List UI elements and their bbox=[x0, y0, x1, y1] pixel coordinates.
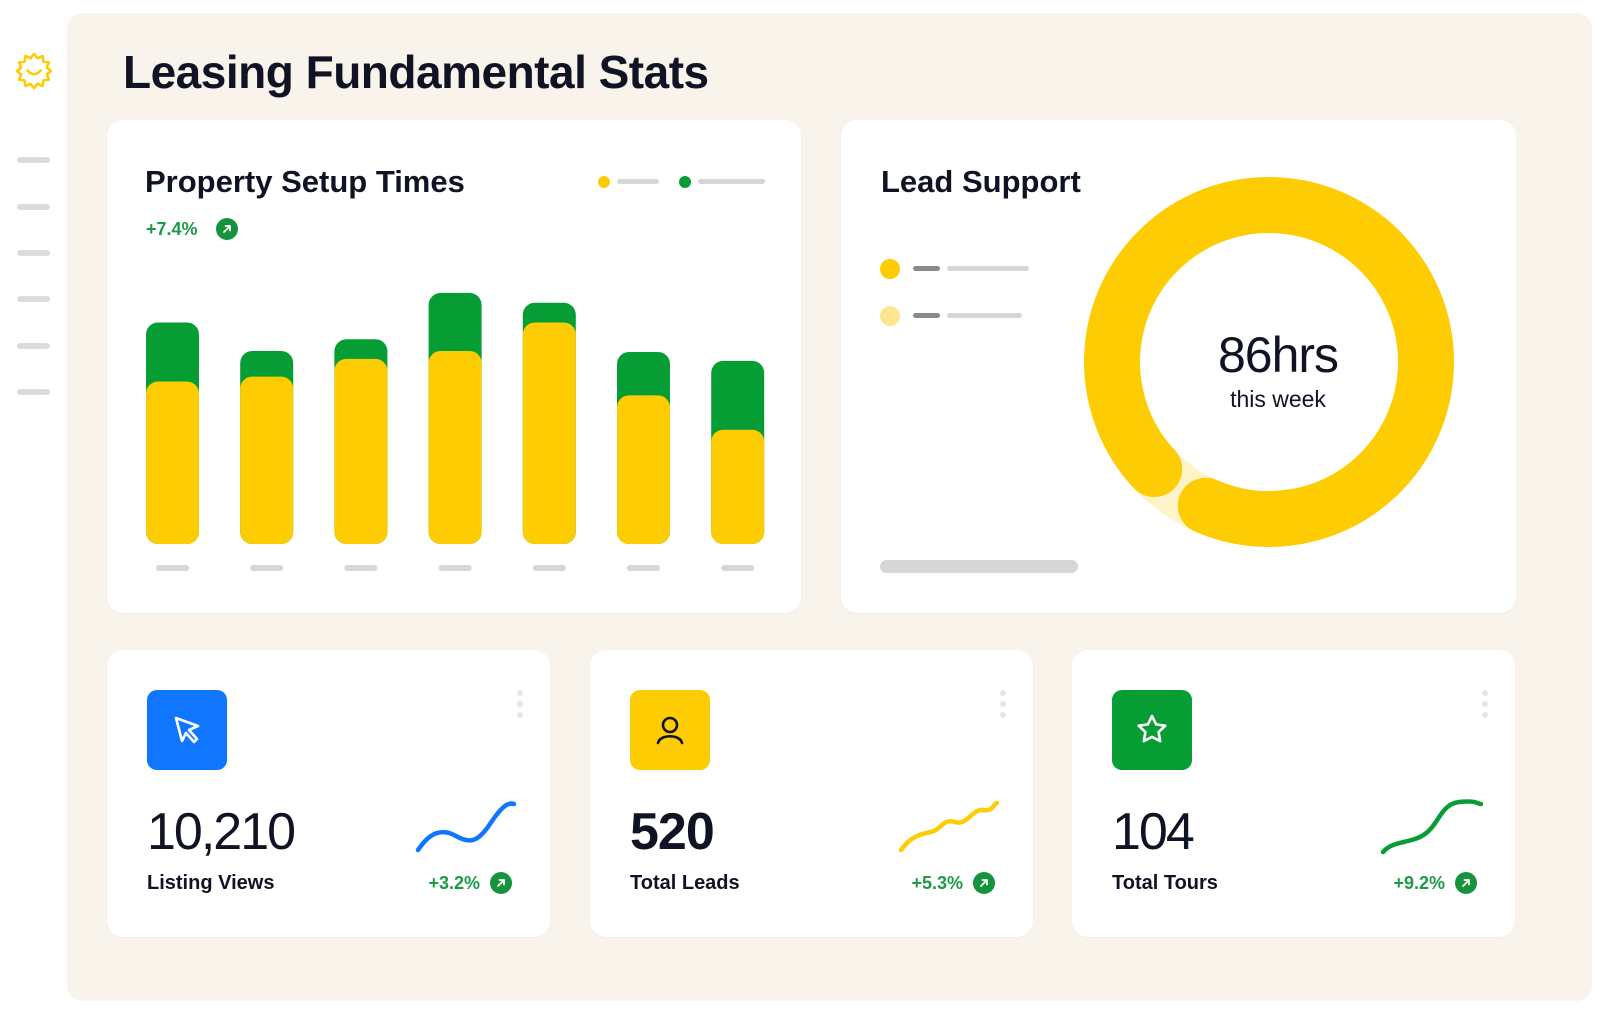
sidebar-item-2[interactable] bbox=[17, 204, 50, 210]
stat-value: 10,210 bbox=[147, 803, 296, 861]
stat-value: 520 bbox=[630, 803, 715, 861]
lead-legend-dot-1 bbox=[880, 259, 900, 279]
x-tick-label bbox=[156, 565, 189, 571]
bar-segment-series-1[interactable] bbox=[617, 395, 670, 544]
arrow-up-right-icon bbox=[215, 218, 238, 240]
setup-card-title: Property Setup Times bbox=[145, 164, 465, 199]
bar-group[interactable] bbox=[617, 352, 670, 544]
stacked-bar-chart bbox=[146, 292, 765, 571]
x-tick-label bbox=[721, 565, 755, 571]
x-tick-label bbox=[627, 565, 660, 571]
star-icon bbox=[1112, 690, 1192, 770]
legend-dot-series-2 bbox=[679, 176, 691, 188]
stat-label: Total Tours bbox=[1112, 872, 1218, 894]
lead-footer-bar bbox=[880, 560, 1078, 573]
setup-delta: +7.4% bbox=[146, 218, 238, 240]
lead-legend-label-1 bbox=[947, 266, 1029, 271]
sparkline bbox=[898, 800, 1000, 853]
sidebar bbox=[0, 0, 66, 1012]
sidebar-item-1[interactable] bbox=[17, 157, 50, 163]
x-tick-label bbox=[532, 565, 566, 571]
stat-card-total-leads: 520 Total Leads +5.3% bbox=[590, 650, 1033, 937]
sidebar-item-4[interactable] bbox=[17, 296, 50, 302]
lead-legend-dot-2 bbox=[880, 306, 900, 326]
bar-segment-series-1[interactable] bbox=[522, 322, 576, 544]
lead-legend-key-2 bbox=[913, 313, 940, 318]
stat-card-total-tours: 104 Total Tours +9.2% bbox=[1072, 650, 1515, 937]
stat-menu-button[interactable] bbox=[999, 690, 1007, 722]
arrow-up-right-icon bbox=[490, 872, 512, 894]
lead-card-title: Lead Support bbox=[881, 164, 1081, 199]
sidebar-item-6[interactable] bbox=[17, 389, 50, 395]
stat-menu-button[interactable] bbox=[516, 690, 524, 722]
stat-delta: +3.2% bbox=[428, 872, 512, 894]
bar-segment-series-1[interactable] bbox=[146, 381, 199, 544]
legend-label-series-2 bbox=[698, 179, 765, 184]
stat-menu-button[interactable] bbox=[1481, 690, 1489, 722]
setup-delta-value: +7.4% bbox=[146, 218, 198, 239]
bar-segment-series-1[interactable] bbox=[334, 358, 388, 544]
lead-legend-label-2 bbox=[947, 313, 1022, 318]
arrow-up-right-icon bbox=[973, 872, 995, 894]
bar-group[interactable] bbox=[146, 322, 199, 544]
sparkline bbox=[1380, 799, 1483, 855]
x-tick-label bbox=[344, 565, 378, 571]
bar-group[interactable] bbox=[334, 339, 388, 544]
stat-delta-value: +9.2% bbox=[1393, 872, 1445, 893]
stat-delta: +5.3% bbox=[911, 872, 995, 894]
cursor-arrow-icon bbox=[147, 690, 227, 770]
property-setup-card: Property Setup Times +7.4% bbox=[107, 120, 801, 613]
bar-group[interactable] bbox=[240, 351, 294, 544]
stat-delta: +9.2% bbox=[1393, 872, 1477, 894]
lead-legend-key-1 bbox=[913, 266, 940, 271]
bar-segment-series-1[interactable] bbox=[711, 429, 765, 544]
stat-delta-value: +5.3% bbox=[911, 872, 963, 893]
bar-segment-series-1[interactable] bbox=[428, 351, 482, 544]
stat-delta-value: +3.2% bbox=[428, 872, 480, 893]
x-tick-label bbox=[250, 565, 284, 571]
donut-label: this week bbox=[1230, 386, 1326, 412]
user-icon bbox=[630, 690, 710, 770]
x-tick-label bbox=[438, 565, 472, 571]
legend-label-series-1 bbox=[617, 179, 659, 184]
donut-value: 86hrs bbox=[1217, 327, 1339, 383]
bar-group[interactable] bbox=[711, 360, 765, 544]
stat-card-listing-views: 10,210 Listing Views +3.2% bbox=[107, 650, 550, 937]
sidebar-item-5[interactable] bbox=[17, 343, 50, 349]
bar-group[interactable] bbox=[428, 292, 482, 544]
page-title: Leasing Fundamental Stats bbox=[123, 46, 709, 98]
bar-group[interactable] bbox=[522, 302, 576, 544]
stat-value: 104 bbox=[1112, 803, 1195, 861]
bar-segment-series-1[interactable] bbox=[240, 376, 294, 544]
sun-smile-icon[interactable] bbox=[14, 51, 54, 91]
stat-label: Listing Views bbox=[147, 872, 275, 894]
stat-label: Total Leads bbox=[630, 872, 740, 894]
sidebar-item-3[interactable] bbox=[17, 250, 50, 256]
arrow-up-right-icon bbox=[1455, 872, 1477, 894]
sparkline bbox=[415, 801, 517, 853]
legend-dot-series-1 bbox=[598, 176, 610, 188]
